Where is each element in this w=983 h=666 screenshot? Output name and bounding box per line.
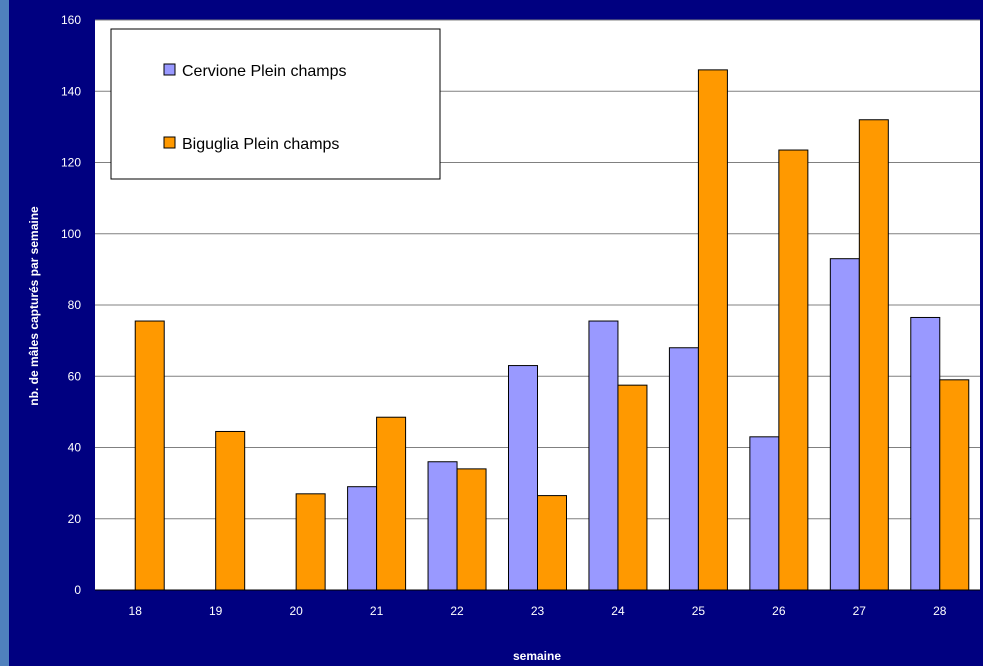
bars xyxy=(134,69,970,591)
bar-biguglia-26 xyxy=(778,149,809,591)
x-tick-label: 23 xyxy=(531,604,545,618)
left-strip xyxy=(0,0,9,666)
y-tick-label: 20 xyxy=(68,512,82,526)
bar-biguglia-22 xyxy=(456,468,487,591)
y-tick-label: 60 xyxy=(68,369,82,383)
y-axis-title: nb. de mâles capturés par semaine xyxy=(27,206,41,406)
x-tick-label: 22 xyxy=(450,604,464,618)
bar-cervione-24 xyxy=(588,320,619,591)
y-tick-label: 160 xyxy=(61,13,81,27)
bar-cervione-23 xyxy=(508,365,538,591)
x-axis-ticks: 18 19 20 21 22 23 24 25 26 27 28 xyxy=(129,604,947,618)
y-tick-label: 100 xyxy=(61,227,81,241)
x-tick-label: 19 xyxy=(209,604,223,618)
bar-cervione-27 xyxy=(829,258,860,591)
bar-cervione-26 xyxy=(749,436,780,591)
x-tick-label: 25 xyxy=(692,604,706,618)
bar-biguglia-21 xyxy=(376,416,407,591)
legend-swatch-cervione xyxy=(163,63,176,76)
legend-label-biguglia: Biguglia Plein champs xyxy=(182,136,339,153)
bar-biguglia-20 xyxy=(295,493,326,591)
bar-cervione-21 xyxy=(347,486,378,591)
legend-box xyxy=(110,28,441,180)
x-tick-label: 27 xyxy=(853,604,867,618)
x-tick-label: 20 xyxy=(289,604,303,618)
x-tick-label: 26 xyxy=(772,604,786,618)
y-tick-label: 140 xyxy=(61,84,81,98)
legend-label-cervione: Cervione Plein champs xyxy=(182,63,347,80)
x-axis-title: semaine xyxy=(513,649,561,663)
y-tick-label: 40 xyxy=(68,441,82,455)
bar-biguglia-23 xyxy=(537,495,567,591)
bar-biguglia-27 xyxy=(858,119,889,591)
y-tick-label: 0 xyxy=(74,583,81,597)
bar-biguglia-19 xyxy=(215,430,246,591)
y-axis-ticks: 0 20 40 60 80 100 120 140 160 xyxy=(61,13,81,597)
y-tick-label: 80 xyxy=(68,298,82,312)
bar-cervione-25 xyxy=(668,347,699,591)
legend-swatch-biguglia xyxy=(163,136,176,149)
legend: Cervione Plein champs Biguglia Plein cha… xyxy=(110,28,441,180)
bar-biguglia-18 xyxy=(134,320,165,591)
bar-cervione-28 xyxy=(910,316,941,591)
x-tick-label: 21 xyxy=(370,604,384,618)
bar-cervione-22 xyxy=(427,461,458,591)
bar-biguglia-24 xyxy=(617,384,648,591)
y-tick-label: 120 xyxy=(61,156,81,170)
x-tick-label: 18 xyxy=(129,604,143,618)
x-tick-label: 24 xyxy=(611,604,625,618)
x-tick-label: 28 xyxy=(933,604,947,618)
bar-biguglia-25 xyxy=(697,69,728,591)
bar-biguglia-28 xyxy=(939,379,970,591)
